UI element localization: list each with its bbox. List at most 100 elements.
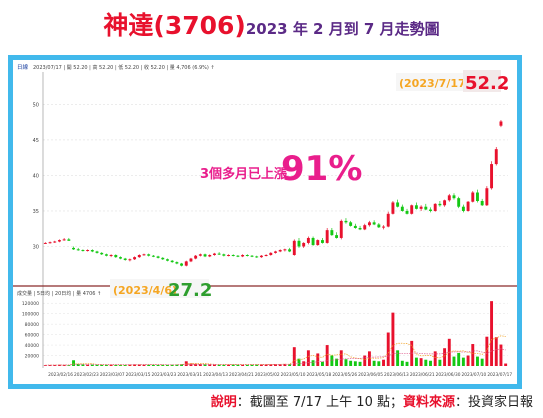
candle-body bbox=[438, 203, 442, 206]
date-tick-label: 2023/05/10 bbox=[281, 372, 306, 378]
candle-body bbox=[476, 192, 479, 202]
volume-bar bbox=[443, 348, 447, 366]
high-value-bg bbox=[463, 70, 501, 92]
volume-bar bbox=[274, 364, 277, 366]
candle-body bbox=[123, 258, 127, 260]
volume-bar bbox=[325, 345, 329, 366]
footer-label-note: 說明 bbox=[210, 395, 237, 410]
date-tick-label: 2023/02/16 bbox=[48, 372, 73, 378]
candle-body bbox=[429, 209, 432, 211]
candle-body bbox=[306, 237, 310, 243]
volume-bar bbox=[476, 356, 479, 366]
candle-body bbox=[297, 240, 301, 247]
candle-body bbox=[339, 220, 343, 238]
candle-body bbox=[95, 251, 99, 253]
date-tick-label: 2023/02/23 bbox=[74, 372, 99, 378]
candle-body bbox=[372, 222, 376, 225]
date-tick-label: 2023/03/07 bbox=[100, 372, 125, 378]
volume-bar bbox=[53, 364, 57, 366]
candle-body bbox=[490, 164, 494, 189]
candle-body bbox=[414, 205, 418, 209]
candle-body bbox=[72, 247, 75, 250]
candle-body bbox=[335, 235, 339, 238]
volume-bar bbox=[170, 364, 174, 366]
candle-body bbox=[86, 250, 90, 252]
candle-body bbox=[447, 195, 451, 201]
candle-body bbox=[255, 256, 259, 258]
volume-bar bbox=[81, 364, 85, 366]
candle-body bbox=[208, 255, 212, 257]
date-tick-label: 2023/07/10 bbox=[462, 372, 487, 378]
candle-body bbox=[471, 192, 475, 202]
volume-bar bbox=[48, 365, 52, 366]
price-tick-label: 35 bbox=[33, 209, 39, 215]
candle-body bbox=[363, 225, 367, 230]
volume-tick-label: 60000 bbox=[25, 333, 39, 339]
candle-body bbox=[104, 254, 108, 256]
volume-bar bbox=[363, 355, 367, 366]
candle-layer bbox=[43, 88, 508, 267]
volume-bar bbox=[438, 359, 442, 366]
candle-body bbox=[344, 220, 348, 223]
volume-bar bbox=[90, 364, 94, 366]
candle-body bbox=[62, 239, 66, 241]
volume-bar bbox=[269, 364, 273, 366]
footer-label-source: 資料來源 bbox=[402, 395, 455, 410]
volume-bar bbox=[414, 357, 418, 366]
candle-body bbox=[76, 249, 80, 251]
candle-body bbox=[349, 222, 353, 226]
price-tick-label: 40 bbox=[33, 173, 39, 179]
candle-body bbox=[137, 255, 141, 258]
candle-body bbox=[147, 254, 151, 256]
candle-body bbox=[100, 252, 104, 255]
candle-body bbox=[189, 258, 193, 262]
volume-bar bbox=[278, 364, 282, 366]
candle-body bbox=[396, 202, 400, 207]
volume-bar bbox=[335, 358, 339, 366]
date-tick-label: 2023/06/21 bbox=[410, 372, 435, 378]
candle-body bbox=[316, 240, 320, 246]
candle-body bbox=[48, 242, 52, 244]
candle-body bbox=[231, 255, 235, 257]
volume-bar bbox=[499, 344, 503, 366]
volume-bar bbox=[100, 364, 104, 366]
price-tick-label: 50 bbox=[33, 102, 39, 108]
candle-body bbox=[499, 121, 503, 126]
volume-header: 成交量 | 5日均 | 20日均 | 量 4706 ↑ bbox=[17, 290, 101, 297]
volume-tick-label: 120000 bbox=[22, 301, 39, 307]
volume-bar bbox=[236, 364, 240, 366]
candle-body bbox=[302, 242, 306, 247]
candle-body bbox=[391, 202, 395, 214]
volume-bar bbox=[180, 364, 184, 366]
volume-bar bbox=[175, 364, 179, 366]
candle-body bbox=[367, 222, 371, 226]
candle-body bbox=[264, 255, 268, 257]
candle-body bbox=[457, 198, 461, 207]
volume-bar bbox=[57, 364, 61, 366]
volume-bar bbox=[400, 360, 404, 366]
candle-body bbox=[222, 254, 226, 256]
volume-bar bbox=[151, 364, 155, 366]
candle-body bbox=[81, 250, 85, 252]
volume-bar bbox=[76, 363, 80, 366]
volume-bar bbox=[490, 301, 494, 366]
low-value-label: 27.2 bbox=[168, 280, 212, 301]
volume-bar bbox=[391, 312, 395, 366]
candle-body bbox=[410, 205, 414, 214]
volume-bar bbox=[485, 336, 489, 366]
candle-body bbox=[175, 262, 179, 264]
high-date-label: (2023/7/17) bbox=[399, 77, 471, 90]
volume-bar bbox=[114, 364, 118, 366]
volume-bar bbox=[259, 364, 263, 366]
candle-body bbox=[400, 206, 404, 211]
volume-bar bbox=[222, 364, 226, 366]
axis-layer: 30 35 40 45 50 20000 40000 60000 80000 100000 1200… bbox=[22, 72, 44, 368]
candle-body bbox=[358, 228, 362, 230]
volume-bar bbox=[297, 358, 301, 366]
candle-body bbox=[269, 252, 273, 256]
volume-bar bbox=[137, 364, 141, 366]
volume-bar bbox=[377, 361, 381, 366]
volume-bar bbox=[217, 364, 221, 366]
volume-bar bbox=[344, 359, 348, 366]
candle-body bbox=[424, 206, 428, 210]
